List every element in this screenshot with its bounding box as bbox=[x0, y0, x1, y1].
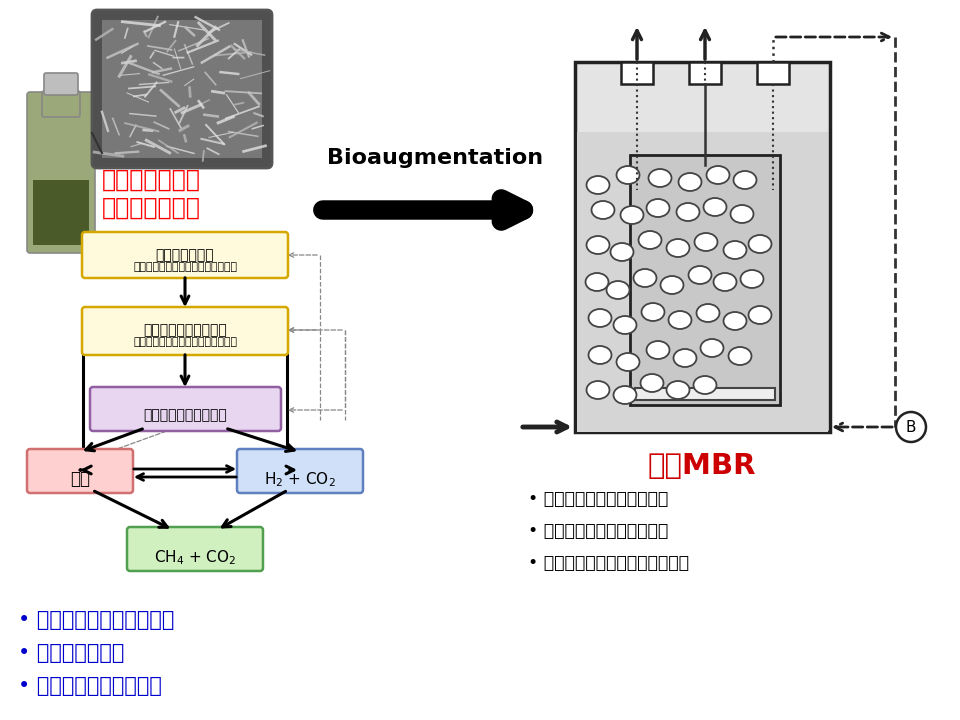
Ellipse shape bbox=[641, 303, 664, 321]
Text: アンモニア耗性: アンモニア耗性 bbox=[102, 168, 201, 192]
FancyBboxPatch shape bbox=[127, 527, 263, 571]
Ellipse shape bbox=[749, 306, 772, 324]
Bar bbox=[577, 132, 828, 432]
Text: 酔酸、プロピオン酸等: 酔酸、プロピオン酸等 bbox=[143, 408, 227, 422]
Text: • 機能を最大限に発揮させる制御: • 機能を最大限に発揮させる制御 bbox=[528, 554, 689, 572]
Ellipse shape bbox=[704, 198, 727, 216]
Ellipse shape bbox=[660, 276, 684, 294]
FancyBboxPatch shape bbox=[82, 307, 288, 355]
Text: 生分解性有機物: 生分解性有機物 bbox=[156, 248, 214, 262]
Text: CH$_4$ + CO$_2$: CH$_4$ + CO$_2$ bbox=[154, 548, 236, 567]
Ellipse shape bbox=[688, 266, 711, 284]
Ellipse shape bbox=[613, 316, 636, 334]
Text: （炭水化物、タンパク質、脂質等）: （炭水化物、タンパク質、脂質等） bbox=[133, 262, 237, 272]
Ellipse shape bbox=[666, 381, 689, 399]
Ellipse shape bbox=[620, 206, 643, 224]
Text: • リアクターのコンパクト化: • リアクターのコンパクト化 bbox=[528, 490, 668, 508]
Ellipse shape bbox=[724, 241, 747, 259]
Bar bbox=[575, 62, 830, 432]
Bar bbox=[630, 155, 780, 405]
Ellipse shape bbox=[588, 346, 612, 364]
Ellipse shape bbox=[646, 341, 669, 359]
Ellipse shape bbox=[677, 203, 700, 221]
Bar bbox=[621, 62, 653, 84]
Ellipse shape bbox=[740, 270, 763, 288]
Bar bbox=[689, 62, 721, 84]
Text: B: B bbox=[905, 420, 916, 434]
FancyBboxPatch shape bbox=[27, 92, 95, 253]
Ellipse shape bbox=[587, 176, 610, 194]
Text: Bioaugmentation: Bioaugmentation bbox=[327, 148, 543, 168]
Ellipse shape bbox=[733, 171, 756, 189]
Ellipse shape bbox=[640, 374, 663, 392]
FancyBboxPatch shape bbox=[27, 449, 133, 493]
Ellipse shape bbox=[693, 376, 716, 394]
Ellipse shape bbox=[634, 269, 657, 287]
Circle shape bbox=[896, 412, 926, 442]
Bar bbox=[757, 62, 789, 84]
Text: モノマー／オリゴマー: モノマー／オリゴマー bbox=[143, 323, 227, 337]
Ellipse shape bbox=[638, 231, 661, 249]
Ellipse shape bbox=[588, 309, 612, 327]
Ellipse shape bbox=[749, 235, 772, 253]
Ellipse shape bbox=[666, 239, 689, 257]
Ellipse shape bbox=[649, 169, 671, 187]
Ellipse shape bbox=[729, 347, 752, 365]
Bar bbox=[33, 180, 89, 245]
Ellipse shape bbox=[591, 201, 614, 219]
Ellipse shape bbox=[707, 166, 730, 184]
Text: H$_2$ + CO$_2$: H$_2$ + CO$_2$ bbox=[264, 470, 336, 489]
Text: • カギとなる微生物の同定: • カギとなる微生物の同定 bbox=[18, 610, 175, 630]
Text: 酢酸: 酢酸 bbox=[70, 470, 90, 488]
Ellipse shape bbox=[613, 386, 636, 404]
Ellipse shape bbox=[646, 199, 669, 217]
Text: 嘥気MBR: 嘥気MBR bbox=[648, 452, 756, 480]
Ellipse shape bbox=[616, 353, 639, 371]
Bar bbox=[102, 20, 262, 158]
Ellipse shape bbox=[694, 233, 717, 251]
Text: • 耗性消化微生物群集の保持: • 耗性消化微生物群集の保持 bbox=[528, 522, 668, 540]
Ellipse shape bbox=[586, 273, 609, 291]
FancyBboxPatch shape bbox=[44, 73, 78, 95]
FancyBboxPatch shape bbox=[92, 10, 272, 168]
FancyBboxPatch shape bbox=[82, 232, 288, 278]
Text: 消化微生物群集: 消化微生物群集 bbox=[102, 196, 201, 220]
Ellipse shape bbox=[731, 205, 754, 223]
Ellipse shape bbox=[679, 173, 702, 191]
Ellipse shape bbox=[587, 236, 610, 254]
Ellipse shape bbox=[607, 281, 630, 299]
Ellipse shape bbox=[611, 243, 634, 261]
Text: • 耗性機構の解明: • 耗性機構の解明 bbox=[18, 643, 125, 663]
FancyBboxPatch shape bbox=[237, 449, 363, 493]
Ellipse shape bbox=[587, 381, 610, 399]
Ellipse shape bbox=[724, 312, 747, 330]
Ellipse shape bbox=[668, 311, 691, 329]
Text: • 合理的制御因子の特定: • 合理的制御因子の特定 bbox=[18, 676, 162, 696]
Ellipse shape bbox=[697, 304, 719, 322]
Ellipse shape bbox=[701, 339, 724, 357]
Bar bbox=[635, 388, 775, 400]
Ellipse shape bbox=[713, 273, 736, 291]
FancyBboxPatch shape bbox=[90, 387, 281, 431]
FancyBboxPatch shape bbox=[42, 91, 80, 117]
Text: （単糖、アミノ酸、高級脂肪酸等）: （単糖、アミノ酸、高級脂肪酸等） bbox=[133, 337, 237, 347]
Ellipse shape bbox=[616, 166, 639, 184]
Ellipse shape bbox=[674, 349, 697, 367]
